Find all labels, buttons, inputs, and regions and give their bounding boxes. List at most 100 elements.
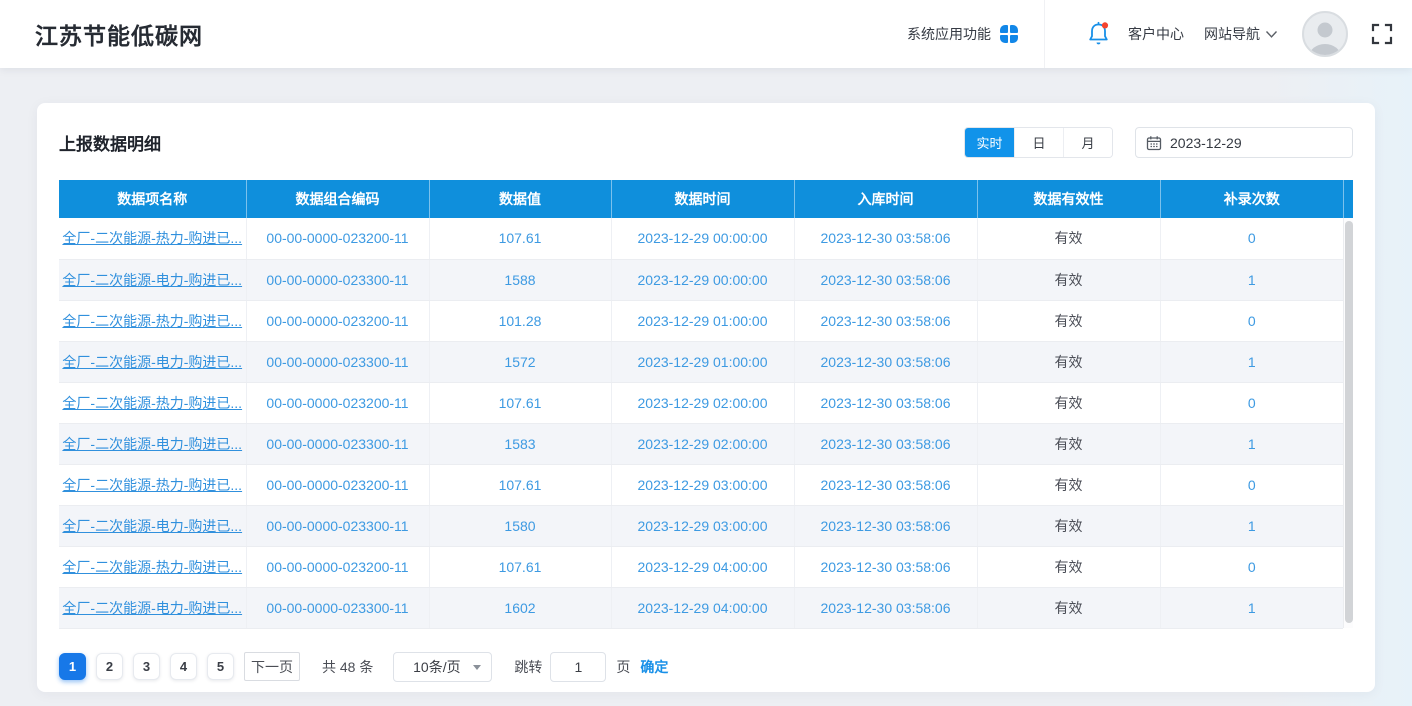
cell-patch-count: 0 xyxy=(1160,300,1343,342)
cell-item-name[interactable]: 全厂-二次能源-热力-购进已... xyxy=(59,300,247,342)
cell-combo-code: 00-00-0000-023200-11 xyxy=(246,300,430,342)
cell-combo-code: 00-00-0000-023200-11 xyxy=(246,464,430,506)
table-row: 全厂-二次能源-电力-购进已... 00-00-0000-023300-11 158… xyxy=(59,259,1343,301)
navbar-divider xyxy=(1044,0,1045,68)
site-nav-dropdown[interactable]: 网站导航 xyxy=(1204,24,1278,44)
table-row: 全厂-二次能源-热力-购进已... 00-00-0000-023200-11 107… xyxy=(59,464,1343,506)
column-header-patch-count: 补录次数 xyxy=(1160,180,1343,218)
scrollbar-track[interactable] xyxy=(1343,218,1353,628)
scrollbar-thumb[interactable] xyxy=(1345,221,1353,623)
site-nav-label: 网站导航 xyxy=(1204,26,1260,42)
cell-combo-code: 00-00-0000-023300-11 xyxy=(246,505,430,547)
cell-item-name[interactable]: 全厂-二次能源-电力-购进已... xyxy=(59,341,247,383)
cell-item-name[interactable]: 全厂-二次能源-电力-购进已... xyxy=(59,587,247,629)
table-row: 全厂-二次能源-热力-购进已... 00-00-0000-023200-11 107… xyxy=(59,546,1343,588)
cell-item-name[interactable]: 全厂-二次能源-热力-购进已... xyxy=(59,546,247,588)
cell-item-name[interactable]: 全厂-二次能源-电力-购进已... xyxy=(59,259,247,301)
column-header-item-name: 数据项名称 xyxy=(59,180,247,218)
fullscreen-icon[interactable] xyxy=(1370,22,1394,46)
cell-data-time: 2023-12-29 01:00:00 xyxy=(611,341,795,383)
cell-item-name[interactable]: 全厂-二次能源-热力-购进已... xyxy=(59,464,247,506)
cell-combo-code: 00-00-0000-023300-11 xyxy=(246,341,430,383)
cell-item-name[interactable]: 全厂-二次能源-热力-购进已... xyxy=(59,218,247,260)
table-header-row: 数据项名称 数据组合编码 数据值 数据时间 入库时间 数据有效性 补录次数 xyxy=(59,180,1343,218)
tab-realtime[interactable]: 实时 xyxy=(965,128,1014,157)
table-row: 全厂-二次能源-电力-购进已... 00-00-0000-023300-11 160… xyxy=(59,587,1343,629)
cell-item-name[interactable]: 全厂-二次能源-电力-购进已... xyxy=(59,505,247,547)
cell-patch-count: 1 xyxy=(1160,505,1343,547)
cell-value: 1602 xyxy=(429,587,612,629)
cell-value: 1583 xyxy=(429,423,612,465)
tab-month[interactable]: 月 xyxy=(1063,128,1112,157)
cell-validity: 有效 xyxy=(977,259,1161,301)
cell-data-time: 2023-12-29 04:00:00 xyxy=(611,587,795,629)
cell-combo-code: 00-00-0000-023200-11 xyxy=(246,546,430,588)
table-row: 全厂-二次能源-电力-购进已... 00-00-0000-023300-11 158… xyxy=(59,505,1343,547)
page-button-4[interactable]: 4 xyxy=(170,653,197,680)
cell-store-time: 2023-12-30 03:58:06 xyxy=(794,218,978,260)
cell-data-time: 2023-12-29 02:00:00 xyxy=(611,382,795,424)
notification-bell-icon[interactable] xyxy=(1085,20,1112,49)
page-button-3[interactable]: 3 xyxy=(133,653,160,680)
cell-combo-code: 00-00-0000-023200-11 xyxy=(246,218,430,260)
cell-patch-count: 0 xyxy=(1160,218,1343,260)
page-size-value: 10条/页 xyxy=(413,658,461,675)
cell-patch-count: 1 xyxy=(1160,423,1343,465)
cell-patch-count: 1 xyxy=(1160,259,1343,301)
cell-item-name[interactable]: 全厂-二次能源-热力-购进已... xyxy=(59,382,247,424)
column-header-value: 数据值 xyxy=(429,180,612,218)
cell-validity: 有效 xyxy=(977,218,1161,260)
confirm-jump-button[interactable]: 确定 xyxy=(640,658,669,675)
data-table-wrap: 数据项名称 数据组合编码 数据值 数据时间 入库时间 数据有效性 补录次数 全厂… xyxy=(59,180,1353,629)
cell-store-time: 2023-12-30 03:58:06 xyxy=(794,259,978,301)
cell-value: 101.28 xyxy=(429,300,612,342)
user-avatar-icon[interactable] xyxy=(1302,11,1348,57)
page-button-2[interactable]: 2 xyxy=(96,653,123,680)
cell-combo-code: 00-00-0000-023300-11 xyxy=(246,587,430,629)
tab-day[interactable]: 日 xyxy=(1014,128,1063,157)
customer-center-link[interactable]: 客户中心 xyxy=(1128,24,1184,44)
cell-validity: 有效 xyxy=(977,423,1161,465)
cell-validity: 有效 xyxy=(977,300,1161,342)
table-row: 全厂-二次能源-热力-购进已... 00-00-0000-023200-11 107… xyxy=(59,382,1343,424)
page-button-1[interactable]: 1 xyxy=(59,653,86,680)
customer-center-label: 客户中心 xyxy=(1128,26,1184,42)
cell-validity: 有效 xyxy=(977,341,1161,383)
cell-validity: 有效 xyxy=(977,382,1161,424)
page-size-select[interactable]: 10条/页 xyxy=(393,651,493,682)
data-table: 数据项名称 数据组合编码 数据值 数据时间 入库时间 数据有效性 补录次数 全厂… xyxy=(59,180,1343,629)
cell-data-time: 2023-12-29 04:00:00 xyxy=(611,546,795,588)
cell-item-name[interactable]: 全厂-二次能源-电力-购进已... xyxy=(59,423,247,465)
page-button-5[interactable]: 5 xyxy=(207,653,234,680)
column-header-validity: 数据有效性 xyxy=(977,180,1161,218)
cell-data-time: 2023-12-29 00:00:00 xyxy=(611,218,795,260)
cell-value: 1572 xyxy=(429,341,612,383)
panel-controls: 实时 日 月 2023-12-29 xyxy=(964,127,1353,158)
next-page-button[interactable]: 下一页 xyxy=(244,652,300,681)
cell-patch-count: 1 xyxy=(1160,341,1343,383)
cell-store-time: 2023-12-30 03:58:06 xyxy=(794,382,978,424)
page-unit-label: 页 xyxy=(616,658,631,675)
cell-value: 107.61 xyxy=(429,546,612,588)
table-row: 全厂-二次能源-热力-购进已... 00-00-0000-023200-11 107… xyxy=(59,218,1343,260)
cell-combo-code: 00-00-0000-023300-11 xyxy=(246,259,430,301)
cell-validity: 有效 xyxy=(977,505,1161,547)
cell-store-time: 2023-12-30 03:58:06 xyxy=(794,423,978,465)
panel-header: 上报数据明细 实时 日 月 2023-12-29 xyxy=(59,127,1353,158)
calendar-icon xyxy=(1146,135,1162,150)
site-title: 江苏节能低碳网 xyxy=(35,23,203,49)
scrollbar-header-cap xyxy=(1343,180,1353,218)
select-caret-icon xyxy=(473,664,482,670)
total-count-label: 共 48 条 xyxy=(322,658,374,675)
view-mode-toggle: 实时 日 月 xyxy=(964,127,1113,158)
cell-patch-count: 0 xyxy=(1160,464,1343,506)
system-apps-menu[interactable]: 系统应用功能 xyxy=(907,24,1018,44)
date-picker[interactable]: 2023-12-29 xyxy=(1135,127,1353,158)
cell-data-time: 2023-12-29 01:00:00 xyxy=(611,300,795,342)
cell-patch-count: 0 xyxy=(1160,382,1343,424)
jump-page-input[interactable] xyxy=(550,651,607,682)
system-apps-label: 系统应用功能 xyxy=(907,26,991,42)
cell-patch-count: 0 xyxy=(1160,546,1343,588)
